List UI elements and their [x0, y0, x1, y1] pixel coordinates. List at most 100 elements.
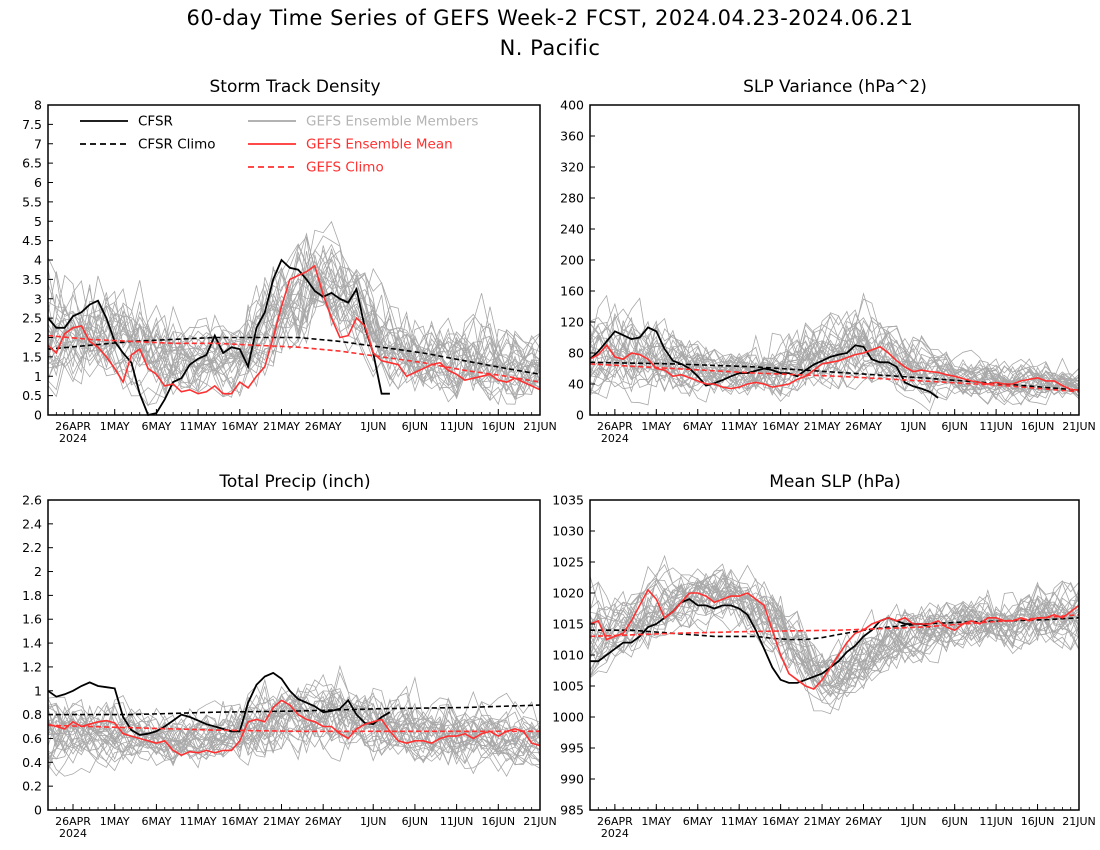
y-tick-label: 2.5 [22, 311, 42, 326]
x-year-label: 2024 [59, 827, 87, 840]
x-tick-label: 26APR [55, 420, 91, 433]
y-tick-label: 1 [34, 369, 42, 384]
y-tick-label: 2.4 [22, 516, 42, 531]
plot-frame [47, 104, 541, 416]
y-tick-label: 2 [34, 564, 42, 579]
ensemble-members [47, 664, 541, 778]
x-tick-label: 1JUN [360, 420, 387, 433]
figure-subtitle: N. Pacific [499, 36, 601, 60]
ensemble-members [589, 292, 1080, 413]
x-tick-label: 1JUN [900, 815, 927, 828]
ensemble-member-line [47, 254, 541, 388]
series-gefs-climo [589, 363, 1080, 393]
y-tick-label: 360 [560, 129, 584, 144]
y-tick-label: 6 [34, 175, 42, 190]
x-tick-label: 1MAY [641, 420, 671, 433]
y-tick-label: 1.8 [22, 588, 42, 603]
ensemble-member-line [47, 698, 541, 770]
y-tick-label: 995 [560, 741, 584, 756]
series-cfsr [47, 258, 390, 417]
x-tick-label: 26MAY [305, 815, 342, 828]
ensemble-member-line [47, 243, 541, 386]
x-tick-label: 6JUN [941, 815, 968, 828]
ensemble-member-line [47, 274, 541, 390]
x-tick-label: 16MAY [221, 420, 258, 433]
panel-3: Total Precip (inch) 0 0.2 0.4 0.6 0.8 1 1.2 1.4 1… [22, 472, 557, 840]
ensemble-member-line [47, 687, 541, 777]
y-tick-label: 4 [34, 253, 42, 268]
ensemble-member-line [589, 577, 1080, 702]
panel-title: SLP Variance (hPa^2) [743, 77, 927, 97]
series-gefs-climo [47, 334, 541, 383]
ensemble-members [589, 554, 1080, 715]
y-tick-label: 1000 [552, 710, 584, 725]
ensemble-member-line [47, 694, 541, 756]
ensemble-member-line [47, 689, 541, 760]
x-tick-label: 6JUN [941, 420, 968, 433]
y-tick-label: 0.6 [22, 731, 42, 746]
x-tick-label: 1MAY [641, 815, 671, 828]
y-tick-label: 7.5 [22, 117, 42, 132]
y-tick-label: 0.2 [22, 779, 42, 794]
ensemble-member-line [47, 278, 541, 394]
panel-title: Mean SLP (hPa) [769, 472, 901, 492]
y-tick-label: 1.5 [22, 349, 42, 364]
y-tick-label: 240 [560, 222, 584, 237]
legend-cfsr-climo-label: CFSR Climo [138, 137, 216, 153]
y-tick-label: 1 [34, 683, 42, 698]
x-tick-label: 16MAY [762, 815, 799, 828]
ensemble-member-line [589, 584, 1080, 687]
y-tick-label: 985 [560, 803, 584, 818]
panel-4: Mean SLP (hPa) 985 990 995 1000 1005 1010 1015 1… [552, 472, 1096, 840]
x-tick-label: 11JUN [979, 815, 1013, 828]
ensemble-member-line [589, 563, 1080, 688]
x-tick-label: 11MAY [180, 420, 217, 433]
x-tick-label: 16MAY [221, 815, 258, 828]
series-cfsr-climo [589, 361, 1080, 391]
y-tick-label: 1.6 [22, 612, 42, 627]
ensemble-member-line [47, 664, 541, 757]
legend: CFSR CFSR Climo GEFS Ensemble Members GEFS … [80, 114, 478, 176]
y-tick-label: 1030 [552, 524, 584, 539]
x-tick-label: 16JUN [482, 420, 516, 433]
x-tick-label: 11JUN [979, 420, 1013, 433]
legend-gefs-climo-label: GEFS Climo [306, 160, 384, 176]
y-tick-label: 0 [34, 408, 42, 423]
x-tick-label: 16MAY [762, 420, 799, 433]
ensemble-member-line [589, 324, 1080, 391]
y-tick-label: 400 [560, 98, 584, 113]
y-tick-label: 4.5 [22, 233, 42, 248]
y-tick-label: 280 [560, 191, 584, 206]
x-tick-label: 11MAY [180, 815, 217, 828]
y-tick-label: 120 [560, 315, 584, 330]
x-tick-label: 1MAY [100, 815, 130, 828]
ensemble-member-line [47, 251, 541, 390]
x-year-label: 2024 [601, 827, 629, 840]
x-tick-label: 21MAY [804, 420, 841, 433]
y-tick-label: 160 [560, 284, 584, 299]
ensemble-member-line [47, 695, 541, 773]
y-tick-label: 1025 [552, 555, 584, 570]
panel-1: Storm Track Density 0 0.5 1 1.5 2 2.5 3 3.5 4 4.5 5… [22, 77, 557, 445]
x-tick-label: 6MAY [141, 420, 171, 433]
ensemble-member-line [589, 567, 1080, 698]
series-gefs-ensemble-mean [589, 344, 1080, 391]
y-tick-label: 320 [560, 160, 584, 175]
y-tick-label: 1020 [552, 586, 584, 601]
ensemble-member-line [47, 696, 541, 756]
x-tick-label: 1JUN [360, 815, 387, 828]
y-tick-label: 1010 [552, 648, 584, 663]
series-cfsr-climo [48, 704, 541, 716]
y-tick-label: 200 [560, 253, 584, 268]
ensemble-member-line [589, 568, 1080, 683]
y-tick-label: 3 [34, 291, 42, 306]
y-tick-label: 2 [34, 330, 42, 345]
x-tick-label: 1JUN [900, 420, 927, 433]
y-tick-label: 1.4 [22, 636, 42, 651]
y-tick-label: 3.5 [22, 272, 42, 287]
series-gefs-ensemble-mean [589, 588, 1080, 691]
x-tick-label: 11MAY [721, 815, 758, 828]
y-tick-label: 990 [560, 772, 584, 787]
x-tick-label: 6JUN [402, 420, 429, 433]
